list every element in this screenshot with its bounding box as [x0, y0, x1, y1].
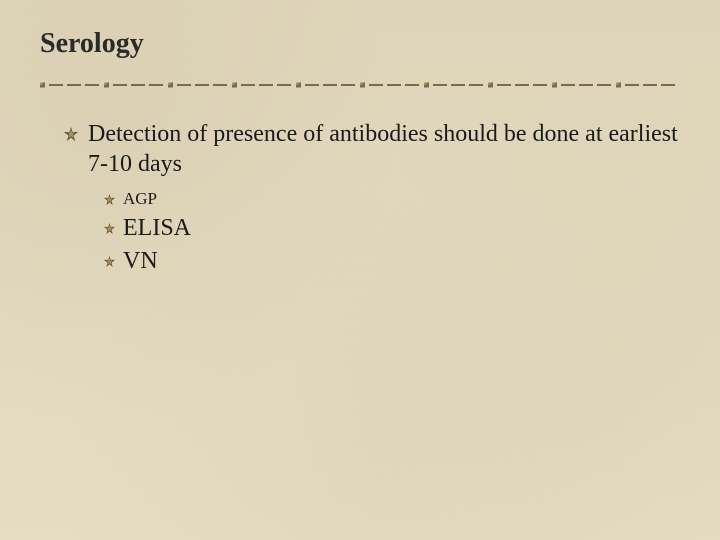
bullet-level2-item: ELISA — [104, 215, 680, 242]
star-bullet-icon — [104, 223, 115, 234]
star-bullet-icon — [64, 127, 78, 141]
bullet-level2-text: VN — [123, 248, 158, 275]
bullet-level1: Detection of presence of antibodies shou… — [64, 119, 680, 179]
title-divider — [40, 82, 680, 88]
slide-title: Serology — [40, 28, 680, 60]
bullet-level2-item: AGP — [104, 189, 680, 209]
bullet-level2-group: AGP ELISA VN — [64, 189, 680, 275]
bullet-level1-text: Detection of presence of antibodies shou… — [88, 119, 680, 179]
bullet-level2-item: VN — [104, 248, 680, 275]
slide: Serology Detection of presence of antibo… — [0, 0, 720, 540]
slide-content: Detection of presence of antibodies shou… — [40, 119, 680, 275]
bullet-level2-text: AGP — [123, 189, 157, 209]
star-bullet-icon — [104, 256, 115, 267]
bullet-level2-text: ELISA — [123, 215, 191, 242]
star-bullet-icon — [104, 194, 115, 205]
